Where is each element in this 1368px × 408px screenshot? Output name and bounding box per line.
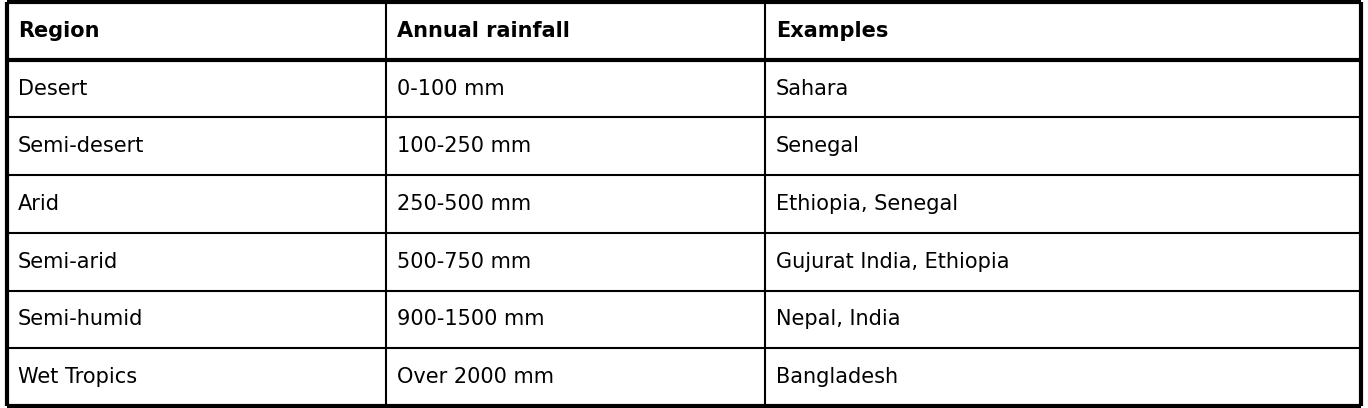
Text: Semi-humid: Semi-humid xyxy=(18,309,144,329)
Bar xyxy=(7,60,386,118)
Bar xyxy=(7,175,386,233)
Text: 100-250 mm: 100-250 mm xyxy=(397,136,531,156)
Text: 900-1500 mm: 900-1500 mm xyxy=(397,309,544,329)
Text: Examples: Examples xyxy=(776,21,888,41)
Bar xyxy=(765,348,1361,406)
Text: Nepal, India: Nepal, India xyxy=(776,309,900,329)
Text: Gujurat India, Ethiopia: Gujurat India, Ethiopia xyxy=(776,252,1010,272)
Text: Senegal: Senegal xyxy=(776,136,860,156)
Text: 0-100 mm: 0-100 mm xyxy=(397,79,505,99)
Text: Semi-desert: Semi-desert xyxy=(18,136,144,156)
Bar xyxy=(386,290,765,348)
Text: Over 2000 mm: Over 2000 mm xyxy=(397,367,554,387)
Text: Sahara: Sahara xyxy=(776,79,850,99)
Text: 500-750 mm: 500-750 mm xyxy=(397,252,531,272)
Bar xyxy=(7,233,386,290)
Bar xyxy=(765,60,1361,118)
Bar xyxy=(7,348,386,406)
Bar xyxy=(765,118,1361,175)
Bar xyxy=(386,348,765,406)
Text: Arid: Arid xyxy=(18,194,60,214)
Bar xyxy=(765,290,1361,348)
Bar xyxy=(386,233,765,290)
Text: Wet Tropics: Wet Tropics xyxy=(18,367,137,387)
Text: Desert: Desert xyxy=(18,79,88,99)
Text: Ethiopia, Senegal: Ethiopia, Senegal xyxy=(776,194,958,214)
Bar xyxy=(386,175,765,233)
Bar xyxy=(765,2,1361,60)
Bar xyxy=(7,2,386,60)
Text: Bangladesh: Bangladesh xyxy=(776,367,899,387)
Bar xyxy=(765,233,1361,290)
Text: Semi-arid: Semi-arid xyxy=(18,252,118,272)
Bar xyxy=(7,290,386,348)
Text: Annual rainfall: Annual rainfall xyxy=(397,21,569,41)
Bar xyxy=(7,118,386,175)
Bar xyxy=(765,175,1361,233)
Text: 250-500 mm: 250-500 mm xyxy=(397,194,531,214)
Bar xyxy=(386,2,765,60)
Text: Region: Region xyxy=(18,21,98,41)
Bar xyxy=(386,60,765,118)
Bar xyxy=(386,118,765,175)
